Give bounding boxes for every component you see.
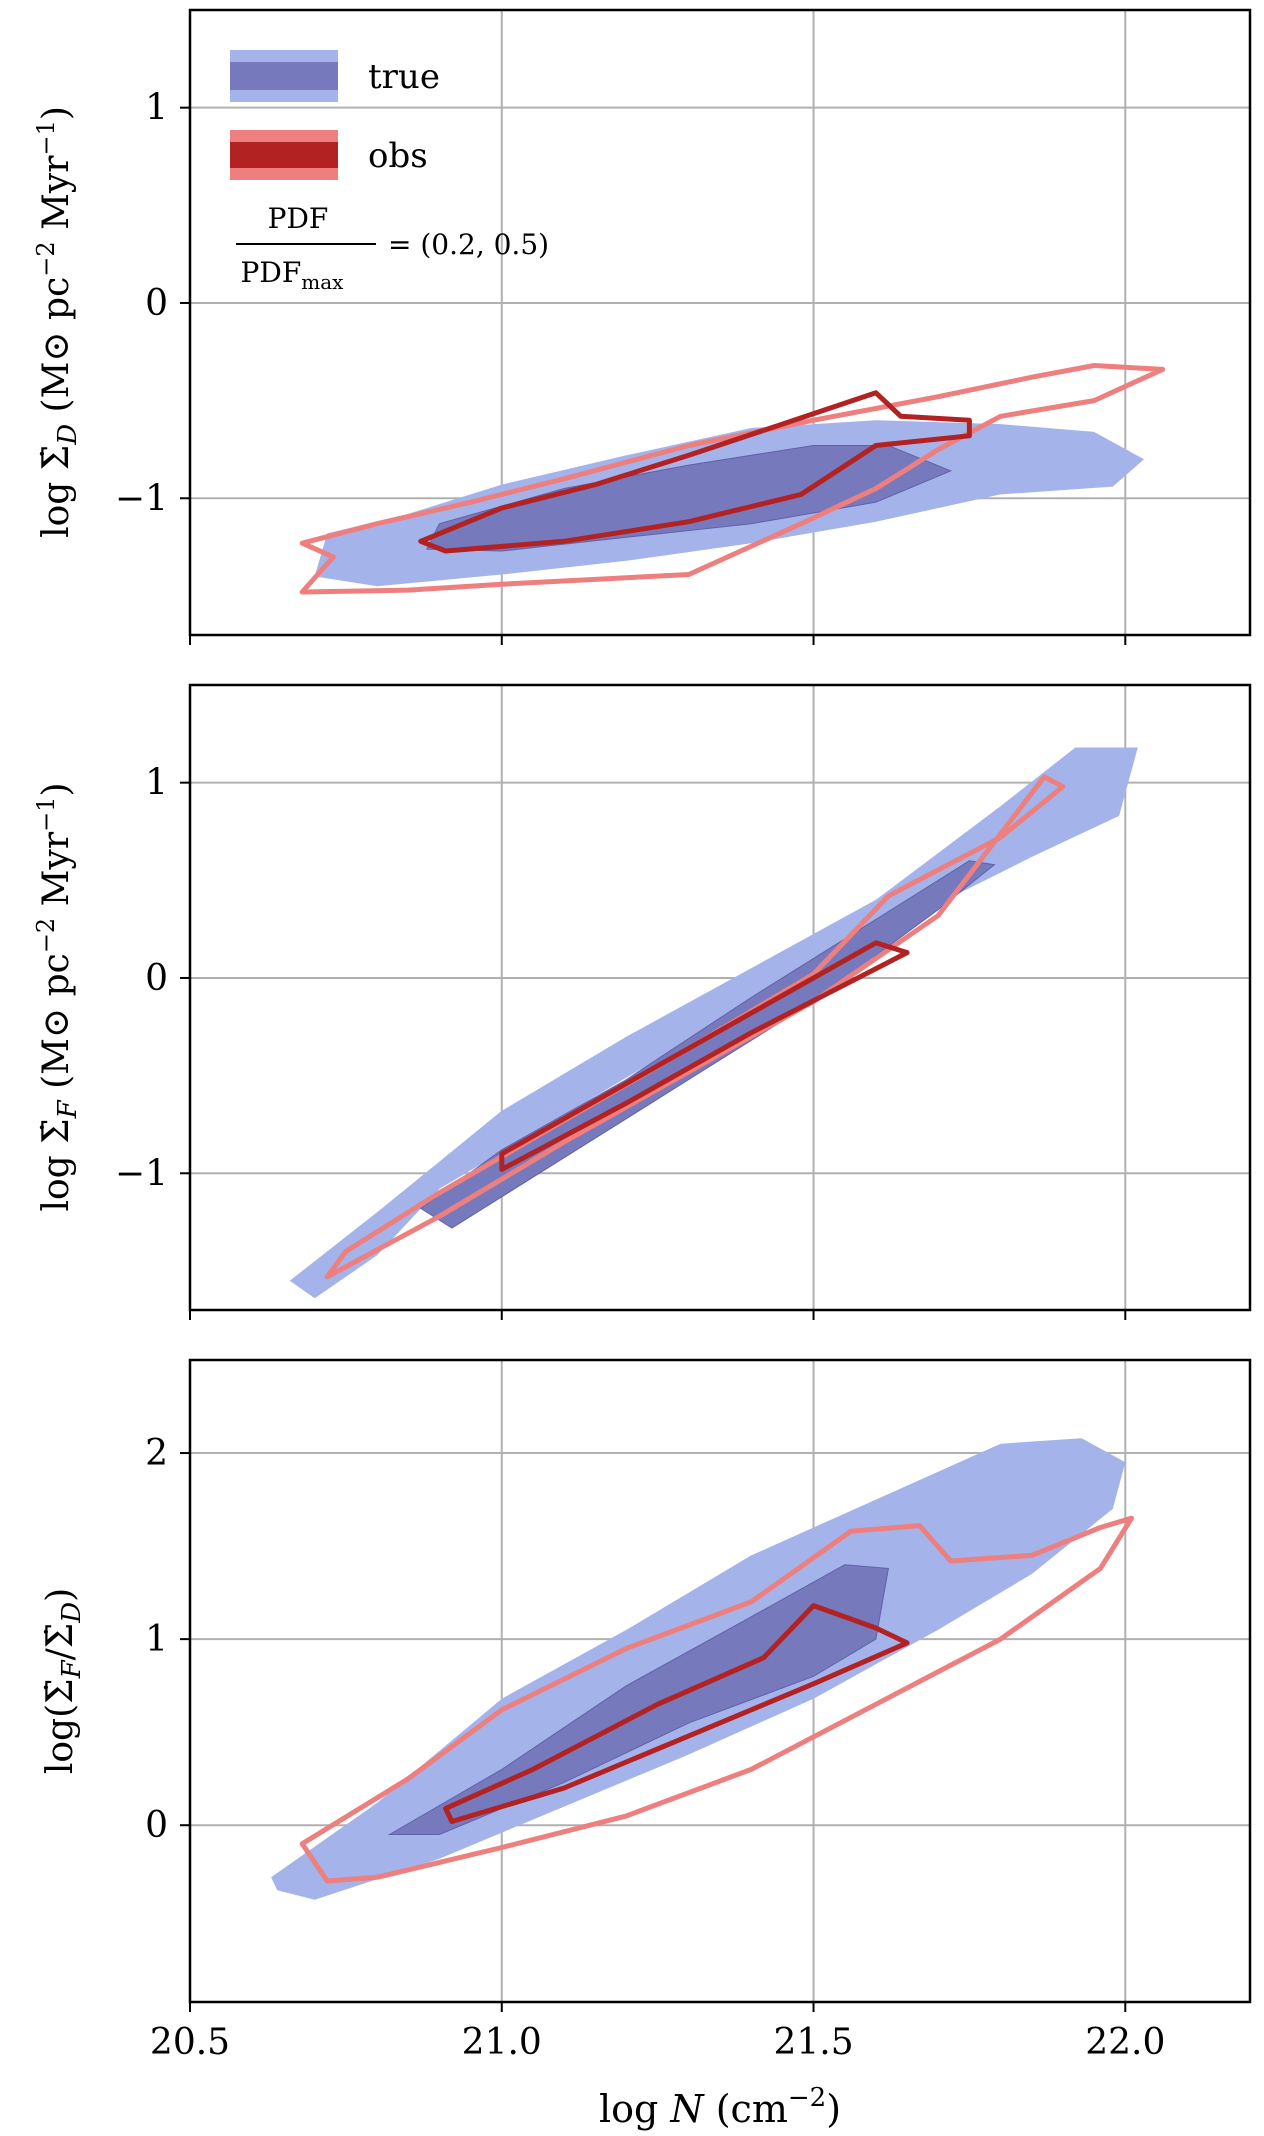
x-tick-label: 21.5 <box>773 2022 853 2063</box>
obs-inner-contour <box>443 1603 910 1824</box>
y-tick-label: −1 <box>115 1153 168 1194</box>
y-tick-label: 2 <box>145 1433 168 1474</box>
legend-true-label: true <box>368 57 440 97</box>
panel-top-ylabel: log Σ̇D (M⊙ pc−2 Myr−1) <box>32 106 83 538</box>
panel-middle-contour-lines <box>324 774 1066 1280</box>
panel-top-frame <box>188 8 1252 637</box>
y-tick-label: −1 <box>115 478 168 519</box>
obs-inner-contour <box>499 940 910 1172</box>
obs-outer-contour <box>299 1515 1134 1884</box>
y-tick-label: 0 <box>145 283 168 324</box>
obs-inner-contour <box>418 390 972 554</box>
y-tick-label: 0 <box>145 1805 168 1846</box>
true-inner-contour <box>426 445 953 552</box>
legend-pdf-levels: = (0.2, 0.5) <box>388 228 549 261</box>
legend-obs-label: obs <box>368 136 428 176</box>
panel-middle-frame <box>188 683 1252 1312</box>
panel-top-filled-contours <box>314 420 1144 587</box>
panel-middle-grid <box>190 685 1250 1310</box>
panel-middle: −1 0 1 log Σ̇F (M⊙ pc−2 Myr−1) <box>32 683 1252 1320</box>
panel-bottom-filled-contours <box>271 1438 1126 1900</box>
panel-bottom-contour-lines <box>299 1515 1134 1884</box>
legend: true obs PDF PDFmax = (0.2, 0.5) <box>230 50 549 294</box>
panel-bottom-ylabel: log(Σ̇F/Σ̇D) <box>40 1588 87 1774</box>
legend-true-swatch <box>230 50 338 102</box>
y-tick-label: 1 <box>145 1619 168 1660</box>
y-tick-label: 0 <box>145 958 168 999</box>
x-tick-label: 22.0 <box>1085 2022 1165 2063</box>
panel-bottom-ticks: 20.5 21.0 21.5 22.0 0 1 2 <box>145 1433 1165 2063</box>
panel-top-ticks: −1 0 1 <box>115 88 1127 645</box>
panel-top-grid <box>190 10 1250 635</box>
panel-bottom-frame <box>188 1358 1252 2004</box>
panel-middle-ylabel: log Σ̇F (M⊙ pc−2 Myr−1) <box>32 782 83 1211</box>
legend-pdf-fraction: PDF PDFmax = (0.2, 0.5) <box>236 202 549 294</box>
panel-top: −1 0 1 log Σ̇D (M⊙ pc−2 Myr−1) <box>32 8 1252 645</box>
obs-outer-contour <box>299 363 1166 595</box>
true-inner-contour <box>387 1564 889 1835</box>
y-tick-label: 1 <box>145 763 168 804</box>
x-tick-label: 20.5 <box>150 2022 230 2063</box>
x-tick-label: 21.0 <box>462 2022 542 2063</box>
x-axis-label: log N (cm−2) <box>599 2083 841 2131</box>
legend-obs-swatch <box>230 130 338 180</box>
y-tick-label: 1 <box>145 88 168 129</box>
legend-pdf-denominator: PDFmax <box>241 256 345 294</box>
legend-pdf-numerator: PDF <box>268 202 329 235</box>
panel-middle-ticks: −1 0 1 <box>115 763 1127 1320</box>
panel-top-contour-lines <box>299 363 1166 595</box>
panel-bottom: 20.5 21.0 21.5 22.0 0 1 2 log(Σ̇F/Σ̇D) log N (… <box>40 1358 1252 2131</box>
